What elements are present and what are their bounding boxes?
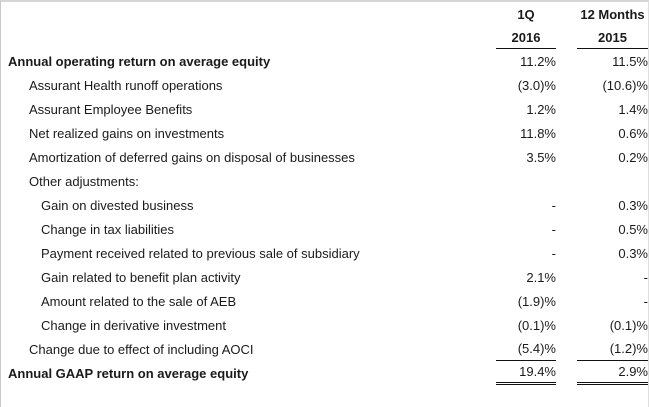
table-row: Gain related to benefit plan activity 2.1… [1, 265, 648, 289]
table-body: Annual operating return on average equit… [1, 49, 648, 385]
row-label: Annual GAAP return on average equity [8, 365, 249, 381]
value-1q-2016: - [551, 221, 556, 237]
value-1q-2016: (0.1)% [517, 317, 556, 333]
value-12months-2015: 2.9% [577, 361, 648, 385]
value-1q-2016: (5.4)% [496, 337, 556, 361]
value-1q-2016: 19.4% [496, 361, 556, 385]
row-label: Gain on divested business [41, 197, 194, 213]
value-12months-2015: (0.1)% [609, 317, 648, 333]
header-row-period: 1Q 12 Months [1, 2, 648, 26]
value-12months-2015: - [643, 293, 648, 309]
value-1q-2016: 11.2% [520, 53, 556, 69]
row-label: Gain related to benefit plan activity [41, 269, 241, 285]
value-12months-2015: 1.4% [618, 101, 648, 117]
value-12months-2015: (1.2)% [577, 337, 648, 361]
row-label: Annual operating return on average equit… [8, 53, 271, 69]
value-1q-2016: 3.5% [526, 149, 556, 165]
value-12months-2015: 11.5% [612, 53, 648, 69]
value-12months-2015: 0.2% [618, 149, 648, 165]
row-label: Change in derivative investment [41, 317, 226, 333]
table-row: Annual GAAP return on average equity 19.4… [1, 361, 648, 385]
table-row: Amount related to the sale of AEB (1.9)% - [1, 289, 648, 313]
col-header-1q-period: 1Q [517, 6, 535, 22]
row-label: Change due to effect of including AOCI [29, 341, 254, 357]
value-1q-2016: 2.1% [526, 269, 556, 285]
table-row: Other adjustments: [1, 169, 648, 193]
row-label: Payment received related to previous sal… [41, 245, 360, 261]
table-row: Assurant Health runoff operations (3.0)% (… [1, 73, 648, 97]
value-12months-2015: - [643, 269, 648, 285]
value-12months-2015: 0.5% [618, 221, 648, 237]
row-label: Assurant Employee Benefits [29, 101, 193, 117]
table-row: Net realized gains on investments 11.8% 0.… [1, 121, 648, 145]
table-row: Change in tax liabilities - 0.5% [1, 217, 648, 241]
row-label: Other adjustments: [29, 173, 139, 189]
row-label: Change in tax liabilities [41, 221, 174, 237]
value-12months-2015: (10.6)% [602, 77, 648, 93]
value-1q-2016: - [551, 197, 556, 213]
value-1q-2016: - [551, 245, 556, 261]
header-row-year: 2016 2015 [1, 26, 648, 49]
value-1q-2016: 11.8% [520, 125, 556, 141]
value-12months-2015: 0.3% [618, 197, 648, 213]
value-12months-2015: 0.6% [618, 125, 648, 141]
col-header-1q-year: 2016 [496, 26, 556, 49]
table-row: Annual operating return on average equit… [1, 49, 648, 73]
col-header-12months-period: 12 Months [580, 6, 645, 22]
col-header-12months-year: 2015 [577, 26, 648, 49]
value-1q-2016: (3.0)% [517, 77, 556, 93]
table-row: Change in derivative investment (0.1)% (0.… [1, 313, 648, 337]
table-row: Amortization of deferred gains on dispos… [1, 145, 648, 169]
row-label: Net realized gains on investments [29, 125, 225, 141]
row-label: Assurant Health runoff operations [29, 77, 223, 93]
value-1q-2016: (1.9)% [517, 293, 556, 309]
table-row: Gain on divested business - 0.3% [1, 193, 648, 217]
value-1q-2016 [496, 169, 556, 193]
table-row: Change due to effect of including AOCI (5… [1, 337, 648, 361]
row-label: Amount related to the sale of AEB [41, 293, 237, 309]
value-12months-2015: 0.3% [618, 245, 648, 261]
row-label: Amortization of deferred gains on dispos… [29, 149, 355, 165]
table-row: Assurant Employee Benefits 1.2% 1.4% [1, 97, 648, 121]
table-row: Payment received related to previous sal… [1, 241, 648, 265]
value-1q-2016: 1.2% [526, 101, 556, 117]
value-12months-2015 [577, 169, 648, 193]
